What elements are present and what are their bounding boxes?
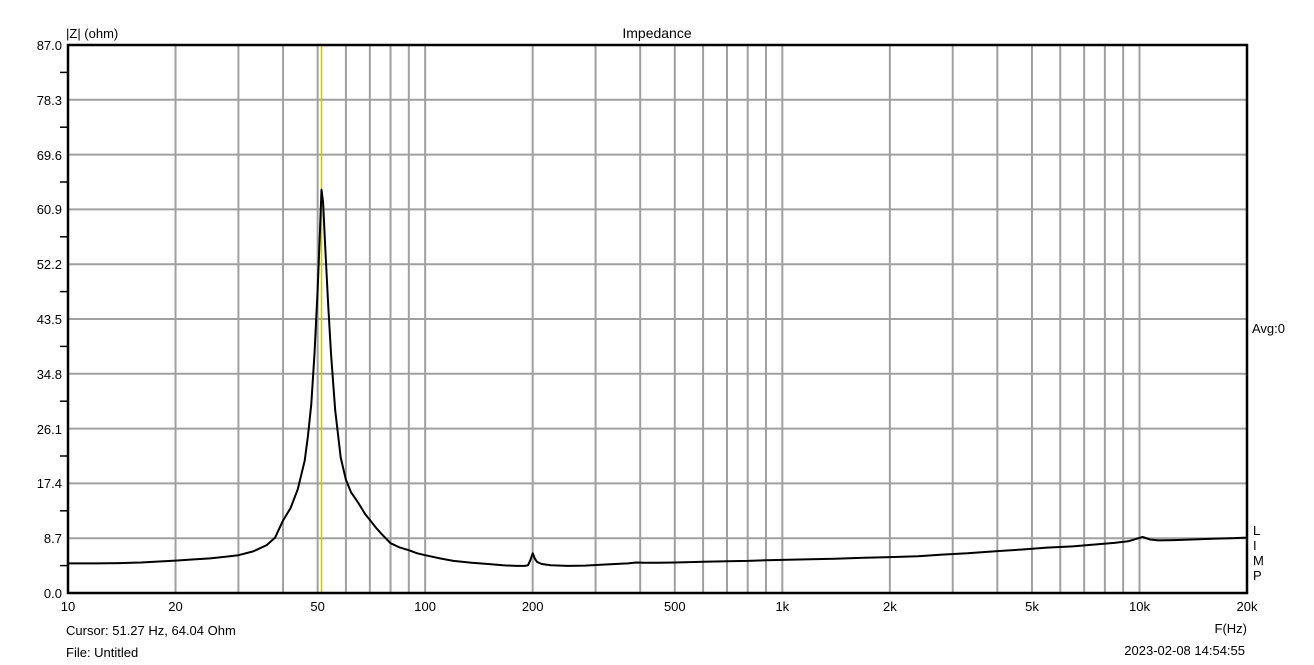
chart-title: Impedance xyxy=(622,25,692,41)
file-name-readout: File: Untitled xyxy=(66,645,139,660)
x-tick-label: 20 xyxy=(168,599,183,614)
y-tick-label: 34.8 xyxy=(36,366,62,382)
x-tick-label: 20k xyxy=(1236,599,1258,614)
program-letter: L xyxy=(1253,523,1261,538)
x-tick-label: 100 xyxy=(414,599,437,614)
x-tick-label: 50 xyxy=(310,599,325,614)
y-tick-label: 43.5 xyxy=(36,312,62,327)
x-tick-label: 500 xyxy=(663,599,686,614)
y-axis-label: |Z| (ohm) xyxy=(66,26,119,41)
y-tick-label: 26.1 xyxy=(36,421,62,437)
cursor-readout: Cursor: 51.27 Hz, 64.04 Ohm xyxy=(66,623,236,638)
x-axis-label: F(Hz) xyxy=(1214,621,1248,636)
impedance-curve xyxy=(68,188,1248,567)
datetime-readout: 2023-02-08 14:54:55 xyxy=(1124,643,1245,658)
program-letter: P xyxy=(1253,568,1262,583)
y-tick-label: 69.6 xyxy=(36,147,62,163)
y-tick-label: 52.2 xyxy=(36,257,62,273)
program-letter: M xyxy=(1253,553,1264,568)
x-tick-label: 10k xyxy=(1128,599,1150,614)
plot-border xyxy=(66,43,1249,595)
y-tick-label: 60.9 xyxy=(36,202,62,218)
x-tick-label: 200 xyxy=(521,599,544,614)
y-tick-label: 87.0 xyxy=(36,38,62,53)
y-tick-label: 17.4 xyxy=(36,476,62,492)
program-letter: I xyxy=(1253,538,1257,553)
y-tick-label: 8.7 xyxy=(43,531,62,547)
y-tick-label: 0.0 xyxy=(43,586,62,601)
averaging-count-label: Avg:0 xyxy=(1252,321,1286,336)
x-tick-label: 10 xyxy=(60,599,76,614)
y-tick-label: 78.3 xyxy=(36,92,62,108)
x-tick-label: 1k xyxy=(775,599,790,614)
x-tick-label: 5k xyxy=(1025,599,1039,614)
x-tick-label: 2k xyxy=(882,599,897,614)
